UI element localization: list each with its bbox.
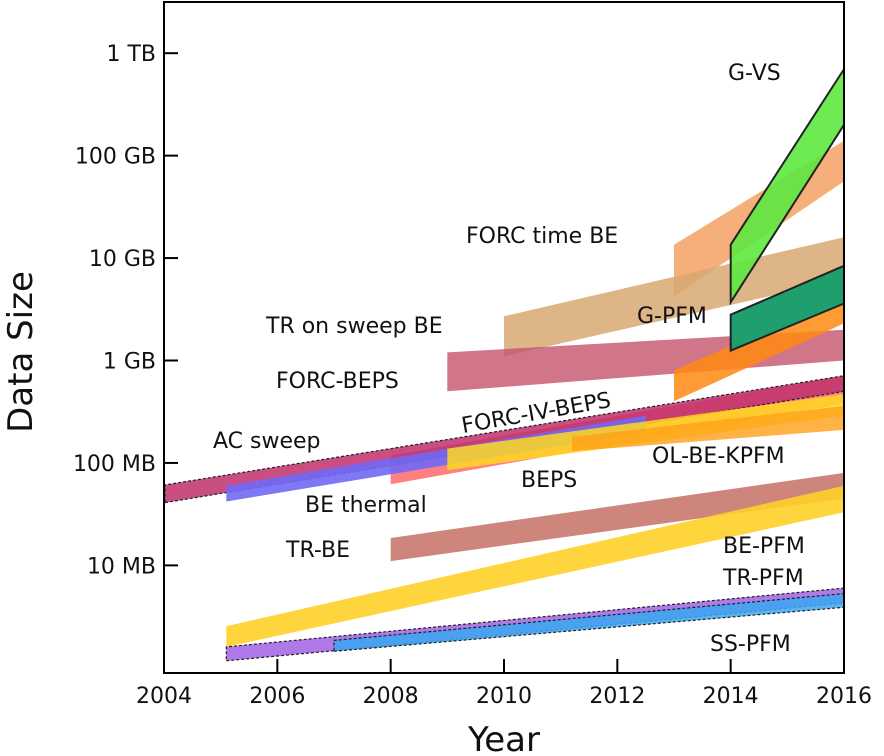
band-tr-be xyxy=(390,472,844,562)
y-tick-label-100-gb: 100 GB xyxy=(75,145,156,170)
x-tick-label-2008: 2008 xyxy=(363,684,419,709)
label-be-thermal: BE thermal xyxy=(305,493,427,518)
label-tr-pfm: TR-PFM xyxy=(722,566,804,591)
label-forc-time-be: FORC time BE xyxy=(466,224,618,249)
label-g-vs: G-VS xyxy=(728,61,781,86)
label-ac-sweep: AC sweep xyxy=(213,429,321,454)
y-tick-label-10-gb: 10 GB xyxy=(89,247,156,272)
x-tick-label-2012: 2012 xyxy=(589,684,645,709)
x-tick-label-2016: 2016 xyxy=(816,684,872,709)
label-ol-be-kpfm: OL-BE-KPFM xyxy=(652,444,785,469)
band-group xyxy=(164,65,845,662)
band-tr-on-sweep-be xyxy=(504,237,844,357)
tick-group: 2004 2006 2008 2010 2012 2014 2016 10 MB 100 MB 1… xyxy=(73,42,872,709)
y-tick-label-100-mb: 100 MB xyxy=(73,452,156,477)
x-tick-label-2014: 2014 xyxy=(703,684,759,709)
x-axis-title: Year xyxy=(467,720,540,756)
label-tr-on-sweep-be: TR on sweep BE xyxy=(265,314,443,339)
label-beps: BEPS xyxy=(521,468,577,493)
band-be-pfm xyxy=(226,485,845,647)
x-tick-label-2010: 2010 xyxy=(476,684,532,709)
y-tick-label-1-tb: 1 TB xyxy=(106,42,156,67)
label-tr-be: TR-BE xyxy=(285,538,350,563)
band-unlabeled-8 xyxy=(674,296,844,402)
label-ss-pfm: SS-PFM xyxy=(710,632,791,657)
band-ol-be-kpfm xyxy=(572,406,844,452)
label-g-pfm: G-PFM xyxy=(637,304,707,329)
label-be-pfm: BE-PFM xyxy=(723,534,805,559)
y-axis-title: Data Size xyxy=(1,271,41,433)
x-tick-label-2004: 2004 xyxy=(136,684,192,709)
x-tick-label-2006: 2006 xyxy=(249,684,305,709)
label-forc-beps: FORC-BEPS xyxy=(276,369,399,394)
y-tick-label-10-mb: 10 MB xyxy=(87,554,156,579)
y-tick-label-1-gb: 1 GB xyxy=(103,350,156,375)
